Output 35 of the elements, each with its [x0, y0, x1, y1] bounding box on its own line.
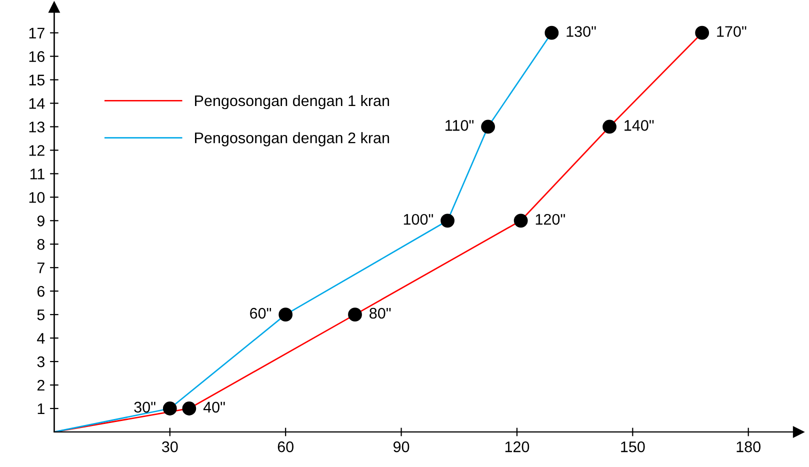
y-tick-label: 1: [38, 404, 44, 414]
y-tick-label: 11: [30, 168, 44, 180]
annotation: 60": [250, 308, 272, 319]
annotation: 80": [370, 308, 391, 319]
annotation: 30": [134, 402, 156, 413]
y-tick-label: 2: [37, 380, 44, 391]
y-tick-label: 7: [37, 262, 44, 274]
y-tick-label: 9: [37, 216, 44, 226]
y-tick-label: 13: [29, 122, 45, 132]
legend-label: Pengosongan dengan 1 kran: [195, 94, 390, 110]
x-tick-label: 150: [621, 441, 645, 452]
x-tick-label: 180: [736, 441, 760, 452]
annotation: 170": [717, 26, 746, 37]
x-tick-label: 120: [505, 441, 530, 452]
y-tick-label: 4: [37, 333, 45, 344]
y-tick-label: 15: [29, 74, 45, 86]
y-tick-label: 10: [29, 192, 45, 203]
y-tick-label: 14: [29, 98, 45, 109]
y-tick-label: 17: [29, 28, 44, 38]
annotation: 120": [536, 214, 565, 225]
y-tick-label: 8: [37, 239, 45, 250]
x-tick-label: 60: [278, 441, 294, 452]
x-tick-label: 90: [393, 441, 410, 452]
x-tick-label: 30: [162, 441, 178, 452]
annotation: 100": [404, 214, 434, 225]
annotation: 130": [566, 26, 596, 37]
annotation: 140": [624, 120, 654, 131]
y-tick-label: 3: [37, 356, 45, 368]
y-tick-label: 16: [29, 51, 45, 62]
legend-label: Pengosongan dengan 2 kran: [195, 132, 390, 146]
y-tick-label: 5: [37, 310, 45, 320]
y-tick-label: 6: [37, 286, 45, 297]
annotation: 40": [203, 402, 225, 413]
y-tick-label: 12: [29, 145, 44, 156]
annotation: 110": [446, 120, 474, 131]
